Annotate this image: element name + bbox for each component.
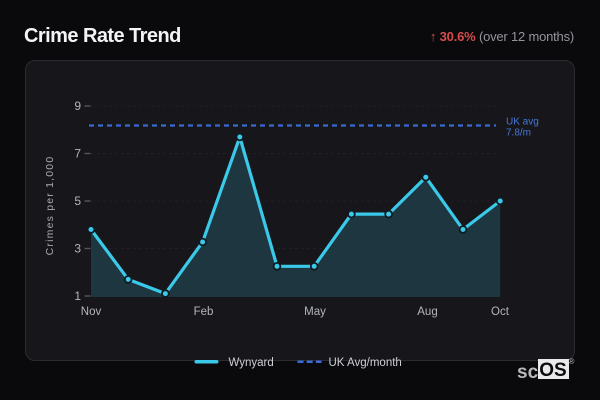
svg-text:May: May xyxy=(304,306,326,318)
svg-text:UK Avg/month: UK Avg/month xyxy=(329,357,402,369)
svg-text:Crimes per 1,000: Crimes per 1,000 xyxy=(44,156,56,256)
svg-text:5: 5 xyxy=(74,194,81,208)
svg-text:7: 7 xyxy=(74,147,81,161)
svg-text:1: 1 xyxy=(74,289,81,303)
svg-text:Wynyard: Wynyard xyxy=(229,357,274,369)
svg-text:Oct: Oct xyxy=(491,306,510,318)
svg-text:Feb: Feb xyxy=(194,306,214,318)
svg-text:Aug: Aug xyxy=(417,306,437,318)
svg-text:9: 9 xyxy=(74,99,81,113)
svg-text:7.8/m: 7.8/m xyxy=(506,128,531,139)
svg-text:3: 3 xyxy=(74,242,81,256)
svg-text:UK avg: UK avg xyxy=(506,117,539,128)
svg-text:Nov: Nov xyxy=(81,306,102,318)
